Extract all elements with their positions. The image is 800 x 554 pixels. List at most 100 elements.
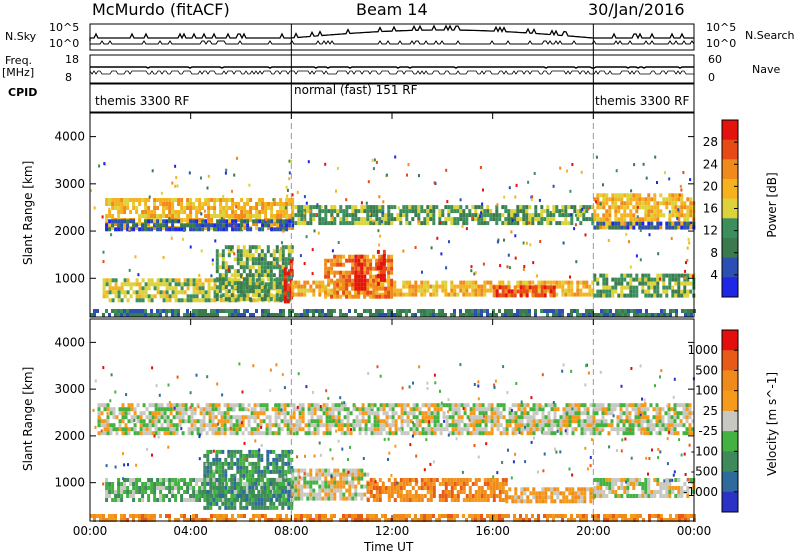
velocity-cell <box>673 423 677 428</box>
velocity-cell <box>466 403 470 408</box>
power-cell <box>273 298 277 303</box>
velocity-cell <box>355 419 359 424</box>
power-cell <box>483 217 487 222</box>
power-cell <box>105 223 109 228</box>
power-scatter-cell <box>570 213 573 217</box>
power-cell <box>447 213 451 218</box>
velocity-cell <box>262 411 266 416</box>
power-cell <box>516 313 519 317</box>
velocity-cell <box>673 403 677 408</box>
power-cell <box>393 284 397 289</box>
power-cell <box>261 227 265 232</box>
power-cell <box>261 219 265 224</box>
velocity-cell <box>643 411 647 416</box>
velocity-cell <box>245 497 249 502</box>
power-cell <box>519 285 523 290</box>
power-cell <box>602 281 606 286</box>
power-scatter-cell <box>378 243 381 247</box>
velocity-cell <box>577 403 581 408</box>
power-cell <box>138 309 141 313</box>
velocity-cell <box>268 427 272 432</box>
power-cell <box>108 286 112 291</box>
power-cell <box>519 280 523 285</box>
power-scatter-cell <box>372 219 375 223</box>
velocity-cell <box>310 431 314 436</box>
velocity-cell <box>622 431 626 436</box>
power-cell <box>674 213 678 218</box>
velocity-cell <box>475 431 479 436</box>
power-cell <box>459 213 463 218</box>
power-cell <box>162 278 166 283</box>
power-cell <box>254 245 258 250</box>
velocity-cell <box>220 411 224 416</box>
power-scatter-cell <box>282 229 285 233</box>
velocity-cell <box>634 419 638 424</box>
velocity-cell <box>290 465 294 470</box>
velocity-cell <box>199 419 203 424</box>
power-cell <box>218 281 222 286</box>
power-cell <box>570 221 574 226</box>
power-cell <box>213 210 217 214</box>
velocity-cell <box>217 403 221 408</box>
power-cell <box>222 214 226 218</box>
power-cell <box>501 213 505 218</box>
power-scatter-cell <box>281 241 283 245</box>
power-cell <box>579 221 583 226</box>
power-scatter-cell <box>360 201 363 205</box>
power-cell <box>198 227 202 232</box>
power-scatter-cell <box>154 223 157 226</box>
power-cell <box>227 289 231 294</box>
power-scatter-cell <box>189 245 192 249</box>
power-cell <box>351 270 355 275</box>
power-cell <box>459 280 463 285</box>
velocity-cell <box>216 482 220 486</box>
power-cell <box>150 214 154 218</box>
power-cell <box>168 278 172 283</box>
velocity-cell <box>171 486 175 490</box>
power-scatter-cell <box>327 259 330 263</box>
power-cell <box>399 213 403 218</box>
power-cell <box>330 278 334 283</box>
velocity-cell <box>682 431 686 436</box>
power-cell <box>286 283 290 288</box>
velocity-cell <box>268 423 272 428</box>
velocity-cell <box>196 403 200 408</box>
power-cell <box>549 217 553 222</box>
power-cell <box>498 280 502 285</box>
power-cell <box>501 285 505 290</box>
power-cell <box>540 309 543 313</box>
velocity-cell <box>195 490 199 494</box>
power-cell <box>231 198 235 202</box>
power-cell <box>366 213 370 218</box>
velocity-cell <box>457 419 461 424</box>
velocity-cell <box>157 411 161 416</box>
power-cell <box>543 209 547 214</box>
power-cell <box>516 217 520 222</box>
power-cell <box>405 280 409 285</box>
power-cell <box>417 205 421 210</box>
power-cell <box>156 309 159 313</box>
power-cell <box>336 278 340 283</box>
velocity-cell <box>490 431 494 436</box>
power-cell <box>336 258 340 263</box>
velocity-cell <box>201 490 205 494</box>
power-scatter-cell <box>211 258 214 262</box>
power-colorbar-swatch <box>722 159 738 180</box>
power-cell <box>303 221 307 226</box>
velocity-cell <box>478 431 482 436</box>
power-cell <box>198 223 202 228</box>
power-scatter-cell <box>678 193 681 197</box>
velocity-cell <box>281 501 285 506</box>
power-scatter-cell <box>503 238 505 242</box>
velocity-cell <box>442 411 446 416</box>
power-cell <box>435 313 438 317</box>
power-cell <box>620 225 624 230</box>
power-cell <box>198 206 202 210</box>
velocity-cell <box>586 419 590 424</box>
power-cell <box>303 309 306 313</box>
power-cell <box>525 213 529 218</box>
velocity-cell <box>196 431 200 436</box>
power-cell <box>680 273 684 278</box>
velocity-cell <box>589 419 593 424</box>
velocity-cell <box>298 423 302 428</box>
